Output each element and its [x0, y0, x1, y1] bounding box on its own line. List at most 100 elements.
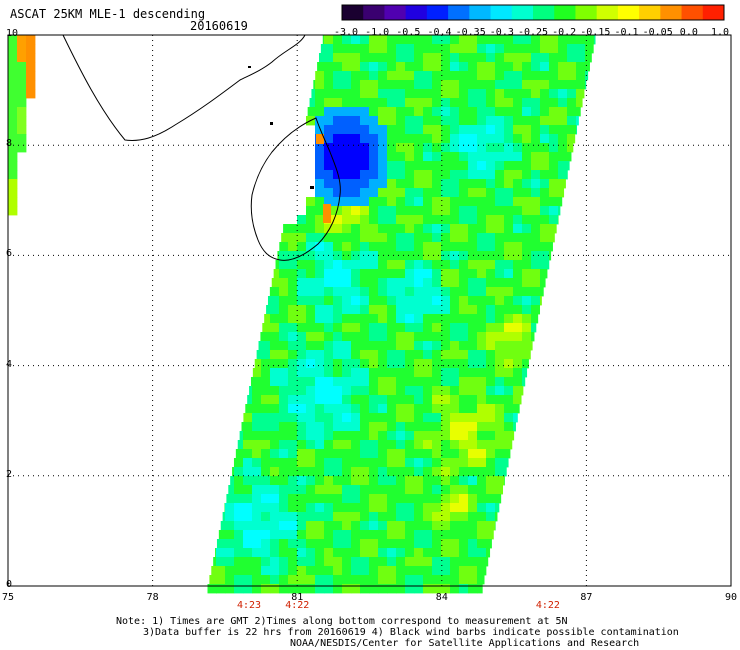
swath-cell: [495, 296, 505, 306]
swath-cell: [486, 368, 496, 378]
swath-cell: [576, 80, 586, 90]
swath-cell: [477, 575, 485, 585]
swath-cell: [450, 422, 460, 432]
swath-cell: [369, 224, 379, 234]
swath-cell: [504, 134, 514, 144]
swath-cell: [333, 458, 343, 468]
swath-cell: [387, 530, 397, 540]
swath-cell: [522, 98, 532, 108]
swath-cell: [405, 422, 415, 432]
swath-cell: [369, 161, 379, 171]
swath-cell: [270, 503, 280, 513]
map-date: 20160619: [190, 19, 248, 33]
swath-cell: [297, 584, 307, 594]
swath-cell: [459, 125, 469, 135]
swath-cell: [378, 107, 388, 117]
swath-cell: [324, 179, 334, 189]
swath-cell: [459, 359, 469, 369]
swath-cell: [306, 323, 316, 333]
swath-cell: [315, 530, 325, 540]
swath-cell: [459, 557, 469, 567]
swath-cell: [360, 224, 370, 234]
footer-note-3: NOAA/NESDIS/Center for Satellite Applica…: [290, 638, 640, 649]
swath-cell: [306, 224, 316, 234]
swath-cell: [540, 35, 550, 45]
swath-cell: [477, 134, 487, 144]
swath-cell: [387, 242, 397, 252]
swath-cell: [262, 323, 272, 333]
swath-cell: [396, 323, 406, 333]
swath-cell: [540, 143, 550, 153]
swath-cell: [459, 233, 469, 243]
swath-cell: [495, 98, 505, 108]
swath-cell: [387, 548, 397, 558]
swath-cell: [504, 80, 514, 90]
swath-cell: [441, 89, 451, 99]
swath-cell: [315, 296, 325, 306]
swath-cell: [441, 485, 451, 495]
lon-tick-label: 75: [2, 592, 15, 603]
swath-cell: [26, 89, 36, 99]
swath-cell: [351, 512, 361, 522]
swath-cell: [495, 314, 505, 324]
swath-cell: [306, 485, 316, 495]
swath-cell: [504, 143, 514, 153]
swath-cell: [414, 440, 424, 450]
swath-cell: [234, 485, 244, 495]
swath-cell: [261, 503, 271, 513]
swath-cell: [351, 260, 361, 270]
swath-cell: [279, 305, 289, 315]
swath-cell: [459, 521, 469, 531]
swath-cell: [468, 512, 478, 522]
swath-cell: [333, 449, 343, 459]
swath-cell: [486, 341, 496, 351]
swath-cell: [396, 251, 406, 261]
swath-cell: [405, 440, 415, 450]
swath-cell: [315, 377, 325, 387]
swath-cell: [405, 476, 415, 486]
swath-cell: [288, 359, 298, 369]
swath-cell: [396, 350, 406, 360]
swath-cell: [423, 404, 433, 414]
swath-cell: [549, 215, 559, 225]
swath-cell: [261, 467, 271, 477]
swath-cell: [522, 62, 532, 72]
swath-cell: [432, 539, 442, 549]
swath-cell: [360, 476, 370, 486]
swath-cell: [270, 287, 280, 297]
swath-cell: [459, 143, 469, 153]
swath-cell: [288, 251, 298, 261]
swath-cell: [540, 53, 550, 63]
swath-cell: [279, 323, 289, 333]
swath-cell: [369, 71, 379, 81]
swath-cell: [306, 422, 316, 432]
swath-cell: [468, 242, 478, 252]
swath-cell: [315, 71, 325, 81]
swath-cell: [405, 89, 415, 99]
swath-cell: [432, 521, 442, 531]
swath-cell: [333, 134, 343, 144]
swath-cell: [423, 386, 433, 396]
swath-cell: [432, 98, 442, 108]
swath-cell: [468, 395, 478, 405]
swath-cell: [225, 575, 235, 585]
swath-cell: [333, 71, 343, 81]
swath-cell: [342, 260, 352, 270]
swath-cell: [288, 314, 298, 324]
swath-cell: [522, 71, 532, 81]
swath-cell: [8, 62, 18, 72]
swath-cell: [216, 548, 226, 558]
swath-cell: [306, 521, 316, 531]
swath-cell: [387, 431, 397, 441]
swath-cell: [351, 278, 361, 288]
swath-cell: [450, 260, 460, 270]
swath-cell: [576, 71, 586, 81]
swath-cell: [351, 476, 361, 486]
swath-cell: [450, 125, 460, 135]
swath-cell: [477, 503, 487, 513]
swath-cell: [297, 332, 307, 342]
swath-cell: [387, 98, 397, 108]
swath-cell: [504, 53, 514, 63]
swath-cell: [513, 332, 523, 342]
swath-cell: [360, 530, 370, 540]
